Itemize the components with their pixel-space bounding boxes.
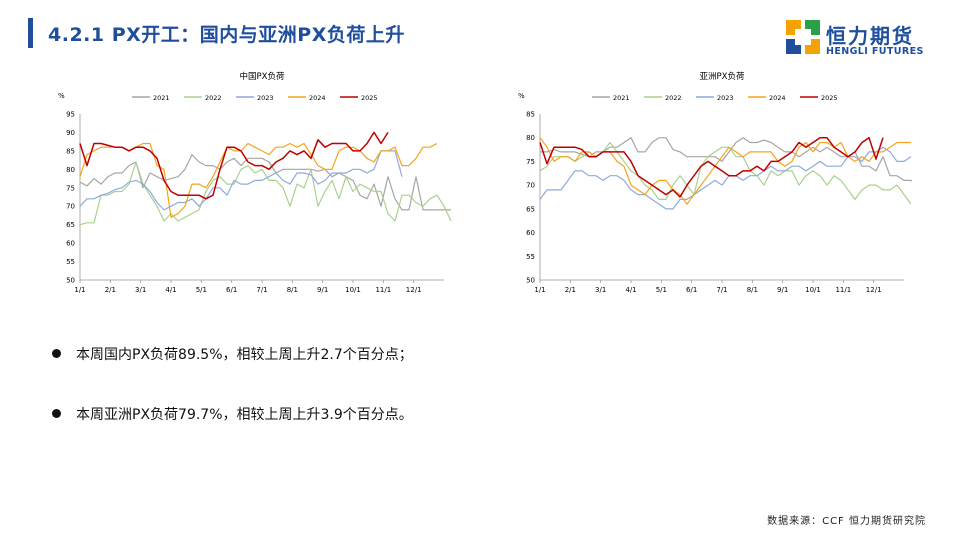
x-tick-label: 4/1 <box>625 286 636 294</box>
y-tick-label: 50 <box>526 277 535 285</box>
y-tick-label: 60 <box>526 229 535 237</box>
x-tick-label: 9/1 <box>317 286 328 294</box>
series-line-2025 <box>79 131 389 200</box>
series-line-2022 <box>79 161 452 226</box>
legend-label: 2025 <box>821 94 838 102</box>
bullet-dot-icon <box>52 349 61 358</box>
x-tick-label: 11/1 <box>835 286 851 294</box>
y-tick-label: 75 <box>526 158 535 166</box>
legend-label: 2022 <box>665 94 682 102</box>
series-line-2021 <box>540 137 912 182</box>
asia-px-load-chart: 亚洲PX负荷% 2021 2022 2023 2024 2025 50 55 60 65 70 75 8… <box>518 71 912 294</box>
legend-label: 2023 <box>257 94 274 102</box>
bullet-dot-icon <box>52 409 61 418</box>
legend-label: 2021 <box>153 94 170 102</box>
y-tick-label: 70 <box>526 182 535 190</box>
y-tick-label: 80 <box>526 134 535 142</box>
x-tick-label: 9/1 <box>777 286 788 294</box>
legend-label: 2022 <box>205 94 222 102</box>
hengli-logo-icon <box>786 20 820 54</box>
china-px-load-chart: 中国PX负荷% 2021 2022 2023 2024 2025 50 55 60 65 70 75 8… <box>58 71 452 294</box>
company-logo: 恒力期货 HENGLI FUTURES <box>786 20 936 60</box>
x-tick-label: 12/1 <box>406 286 422 294</box>
x-tick-label: 3/1 <box>595 286 606 294</box>
y-tick-label: 60 <box>66 240 75 248</box>
y-tick-label: 65 <box>526 205 535 213</box>
legend-label: 2024 <box>769 94 786 102</box>
x-tick-label: 7/1 <box>256 286 267 294</box>
logo-text-en: HENGLI FUTURES <box>826 46 924 57</box>
data-source-note: 数据来源：CCF 恒力期货研究院 <box>767 516 926 527</box>
x-tick-label: 5/1 <box>656 286 667 294</box>
chart-title: 亚洲PX负荷 <box>700 71 745 82</box>
x-tick-label: 5/1 <box>196 286 207 294</box>
x-tick-label: 11/1 <box>375 286 391 294</box>
x-tick-label: 6/1 <box>226 286 237 294</box>
y-tick-label: 70 <box>66 203 75 211</box>
y-tick-label: 85 <box>526 111 535 119</box>
chart-title: 中国PX负荷 <box>240 71 285 82</box>
x-tick-label: 10/1 <box>345 286 361 294</box>
y-tick-label: 80 <box>66 166 75 174</box>
page-title: 4.2.1 PX开工：国内与亚洲PX负荷上升 <box>48 24 405 46</box>
y-axis-unit-label: % <box>58 92 65 100</box>
legend-label: 2025 <box>361 94 378 102</box>
bullet-text: 本周亚洲PX负荷79.7%，相较上周上升3.9个百分点。 <box>76 407 413 423</box>
y-tick-label: 65 <box>66 221 75 229</box>
y-tick-label: 55 <box>526 253 535 261</box>
x-tick-label: 1/1 <box>534 286 545 294</box>
legend-label: 2024 <box>309 94 326 102</box>
x-tick-label: 6/1 <box>686 286 697 294</box>
y-tick-label: 75 <box>66 184 75 192</box>
x-tick-label: 8/1 <box>287 286 298 294</box>
x-tick-label: 2/1 <box>105 286 116 294</box>
x-tick-label: 2/1 <box>565 286 576 294</box>
x-tick-label: 4/1 <box>165 286 176 294</box>
y-tick-label: 50 <box>66 277 75 285</box>
series-line-2024 <box>79 142 438 218</box>
y-axis-unit-label: % <box>518 92 525 100</box>
series-line-2023 <box>79 150 403 211</box>
y-tick-label: 90 <box>66 129 75 137</box>
legend-label: 2023 <box>717 94 734 102</box>
y-tick-label: 85 <box>66 147 75 155</box>
title-accent-bar <box>28 18 33 48</box>
bullet-text: 本周国内PX负荷89.5%，相较上周上升2.7个百分点； <box>76 347 413 363</box>
x-tick-label: 7/1 <box>716 286 727 294</box>
y-tick-label: 95 <box>66 111 75 119</box>
x-tick-label: 8/1 <box>747 286 758 294</box>
x-tick-label: 10/1 <box>805 286 821 294</box>
logo-text-cn: 恒力期货 <box>826 24 914 48</box>
y-tick-label: 55 <box>66 258 75 266</box>
legend-label: 2021 <box>613 94 630 102</box>
x-tick-label: 3/1 <box>135 286 146 294</box>
x-tick-label: 12/1 <box>866 286 882 294</box>
series-line-2025 <box>539 136 884 198</box>
x-tick-label: 1/1 <box>74 286 85 294</box>
